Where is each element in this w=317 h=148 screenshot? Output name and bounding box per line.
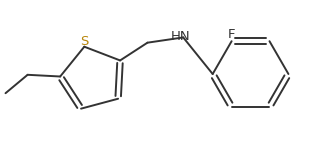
Text: F: F xyxy=(228,28,235,41)
Text: HN: HN xyxy=(171,30,191,43)
Text: S: S xyxy=(80,36,88,49)
